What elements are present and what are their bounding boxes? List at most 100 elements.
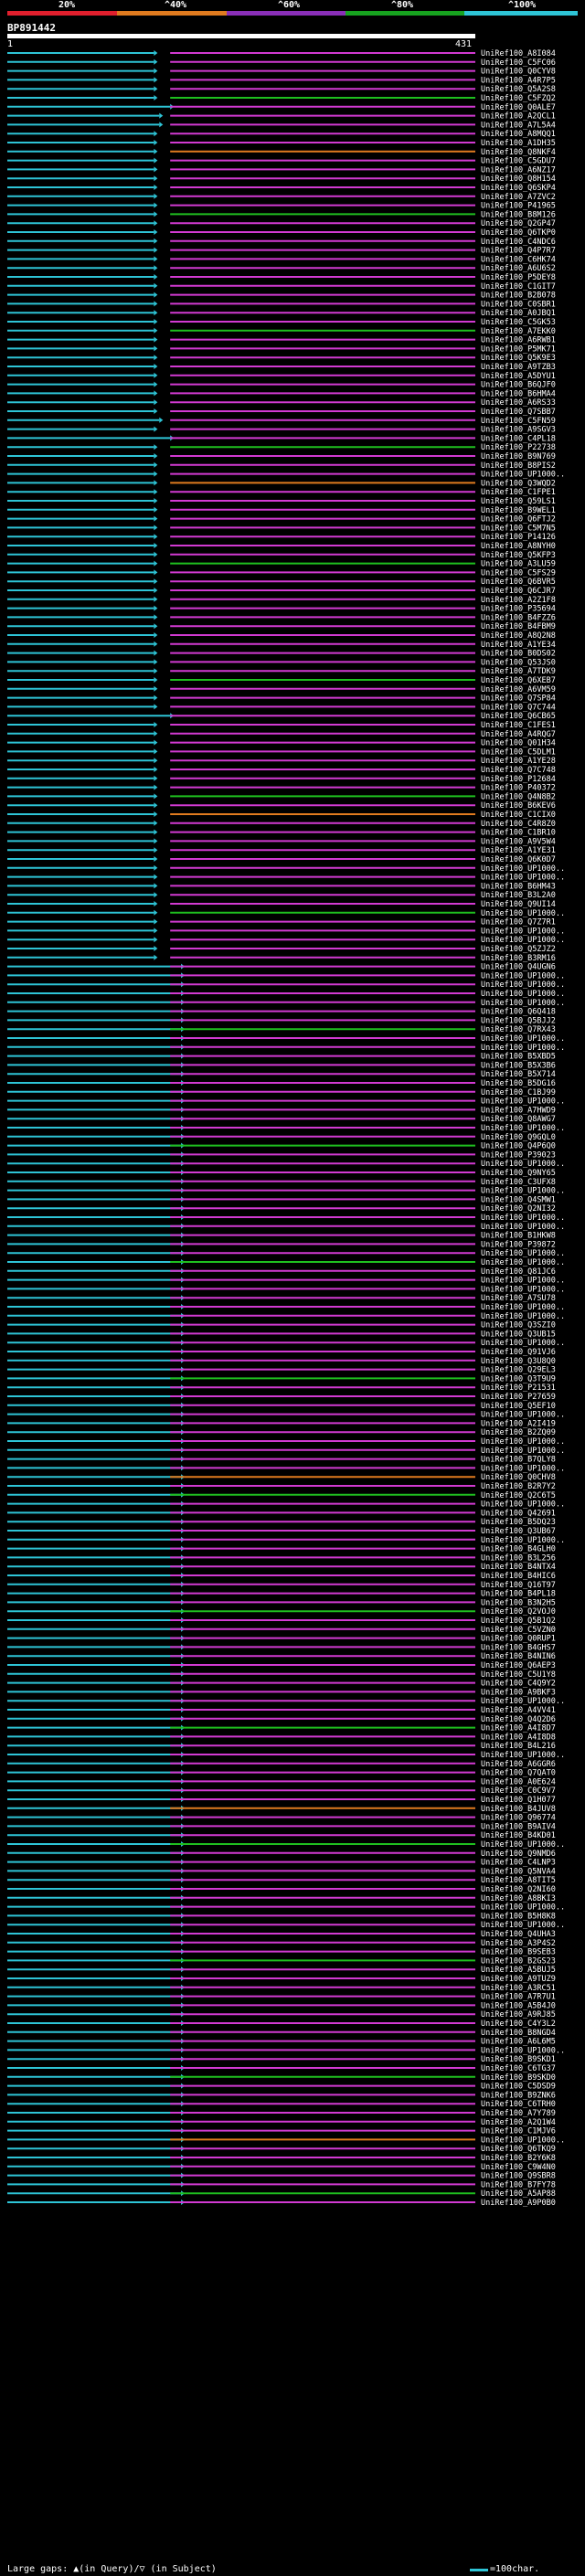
hit-row[interactable]: UniRef100_Q7SP84 [7, 694, 556, 704]
hit-row[interactable]: UniRef100_A6RWB1 [7, 336, 556, 345]
hit-row[interactable]: UniRef100_A4RQG7 [7, 730, 556, 739]
hit-row[interactable]: UniRef100_A8I084 [7, 49, 556, 58]
hit-row[interactable]: UniRef100_C5DSD9 [7, 2083, 556, 2092]
hit-row[interactable]: UniRef100_C1GIT7 [7, 282, 556, 292]
hit-row[interactable]: UniRef100_A5DYU1 [7, 372, 556, 381]
hit-row[interactable]: UniRef100_B6QJF0 [7, 381, 556, 390]
hit-row[interactable]: UniRef100_B5H8K8 [7, 1912, 556, 1921]
hit-row[interactable]: UniRef100_Q9GQL0 [7, 1133, 556, 1142]
hit-row[interactable]: UniRef100_Q5ZJZ2 [7, 945, 556, 954]
hit-row[interactable]: UniRef100_Q91VJ6 [7, 1348, 556, 1357]
hit-row[interactable]: UniRef100_UP1000.. [7, 1921, 565, 1930]
hit-row[interactable]: UniRef100_UP1000.. [7, 1411, 565, 1420]
hit-row[interactable]: UniRef100_B2Y6K8 [7, 2154, 556, 2163]
hit-row[interactable]: UniRef100_UP1000.. [7, 990, 565, 999]
hit-row[interactable]: UniRef100_P27659 [7, 1393, 556, 1402]
hit-row[interactable]: UniRef100_UP1000.. [7, 1437, 565, 1447]
hit-row[interactable]: UniRef100_Q6AEP3 [7, 1661, 556, 1670]
hit-row[interactable]: UniRef100_C5M7N5 [7, 524, 556, 533]
hit-row[interactable]: UniRef100_Q0CYV8 [7, 68, 556, 77]
hit-row[interactable]: UniRef100_Q6BVR5 [7, 578, 556, 587]
hit-row[interactable]: UniRef100_B5X3B6 [7, 1061, 556, 1070]
hit-row[interactable]: UniRef100_C3UFX8 [7, 1178, 556, 1187]
hit-row[interactable]: UniRef100_UP1000.. [7, 1223, 565, 1232]
hit-row[interactable]: UniRef100_C5GDU7 [7, 157, 556, 166]
hit-row[interactable]: UniRef100_A8MQQ1 [7, 130, 556, 139]
hit-row[interactable]: UniRef100_A6U6S2 [7, 264, 556, 273]
hit-row[interactable]: UniRef100_Q6Q418 [7, 1008, 556, 1017]
hit-row[interactable]: UniRef100_Q01H34 [7, 739, 556, 748]
hit-row[interactable]: UniRef100_UP1000.. [7, 864, 565, 874]
hit-row[interactable]: UniRef100_UP1000.. [7, 1464, 565, 1473]
hit-row[interactable]: UniRef100_A3RC51 [7, 1984, 556, 1993]
hit-row[interactable]: UniRef100_A8BKI3 [7, 1894, 556, 1903]
hit-row[interactable]: UniRef100_UP1000.. [7, 1840, 565, 1850]
hit-row[interactable]: UniRef100_Q2GP47 [7, 219, 556, 228]
hit-row[interactable]: UniRef100_A9BKF3 [7, 1688, 556, 1697]
hit-row[interactable]: UniRef100_Q2C6T5 [7, 1491, 556, 1500]
hit-row[interactable]: UniRef100_UP1000.. [7, 1285, 565, 1294]
hit-row[interactable]: UniRef100_Q6CJR7 [7, 587, 556, 596]
hit-row[interactable]: UniRef100_Q0RUP1 [7, 1635, 556, 1644]
hit-row[interactable]: UniRef100_B5DG16 [7, 1079, 556, 1088]
hit-row[interactable]: UniRef100_P41965 [7, 202, 556, 211]
hit-row[interactable]: UniRef100_A4VV41 [7, 1706, 556, 1715]
hit-row[interactable]: UniRef100_UP1000.. [7, 1160, 565, 1169]
hit-row[interactable]: UniRef100_A5B4J0 [7, 2001, 556, 2010]
hit-row[interactable]: UniRef100_A9RJ85 [7, 2010, 556, 2019]
hit-row[interactable]: UniRef100_A9TZB3 [7, 363, 556, 372]
hit-row[interactable]: UniRef100_B4L216 [7, 1742, 556, 1751]
hit-row[interactable]: UniRef100_C1MJV6 [7, 2127, 556, 2136]
hit-row[interactable]: UniRef100_Q81JC6 [7, 1267, 556, 1277]
hit-row[interactable]: UniRef100_Q1H077 [7, 1796, 556, 1805]
hit-row[interactable]: UniRef100_C5DLM1 [7, 747, 556, 757]
hit-row[interactable]: UniRef100_B8M126 [7, 210, 556, 219]
hit-row[interactable]: UniRef100_A8TIT5 [7, 1876, 556, 1885]
hit-row[interactable]: UniRef100_C4LNP3 [7, 1859, 556, 1868]
hit-row[interactable]: UniRef100_UP1000.. [7, 1339, 565, 1348]
hit-row[interactable]: UniRef100_Q6FTJ2 [7, 515, 556, 525]
hit-row[interactable]: UniRef100_Q4UGN6 [7, 963, 556, 972]
hit-row[interactable]: UniRef100_A9SGV3 [7, 426, 556, 435]
hit-row[interactable]: UniRef100_B3RM16 [7, 954, 556, 963]
hit-row[interactable]: UniRef100_UP1000.. [7, 1303, 565, 1312]
hit-row[interactable]: UniRef100_Q7SBB7 [7, 408, 556, 417]
hit-row[interactable]: UniRef100_UP1000.. [7, 1500, 565, 1510]
hit-row[interactable]: UniRef100_Q9NMD6 [7, 1850, 556, 1859]
hit-row[interactable]: UniRef100_B2B078 [7, 292, 556, 301]
hit-row[interactable]: UniRef100_Q59LS1 [7, 497, 556, 506]
hit-row[interactable]: UniRef100_C5VZN0 [7, 1626, 556, 1635]
hit-row[interactable]: UniRef100_B4GHS7 [7, 1643, 556, 1652]
hit-row[interactable]: UniRef100_B0DS02 [7, 650, 556, 659]
hit-row[interactable]: UniRef100_A7Y789 [7, 2109, 556, 2118]
hit-row[interactable]: UniRef100_B6KEV6 [7, 801, 556, 811]
hit-row[interactable]: UniRef100_B7QLY8 [7, 1456, 556, 1465]
hit-row[interactable]: UniRef100_C5U1Y8 [7, 1670, 556, 1680]
hit-row[interactable]: UniRef100_Q4UHA3 [7, 1930, 556, 1939]
hit-row[interactable]: UniRef100_Q5B1Q2 [7, 1617, 556, 1626]
hit-row[interactable]: UniRef100_A4R7P5 [7, 76, 556, 85]
hit-row[interactable]: UniRef100_B3L256 [7, 1553, 556, 1563]
hit-row[interactable]: UniRef100_A6RS33 [7, 398, 556, 408]
hit-row[interactable]: UniRef100_A7HWD9 [7, 1106, 556, 1115]
hit-row[interactable]: UniRef100_Q7C744 [7, 703, 556, 712]
hit-row[interactable]: UniRef100_A7SU78 [7, 1294, 556, 1303]
hit-row[interactable]: UniRef100_B4PL18 [7, 1590, 556, 1599]
hit-row[interactable]: UniRef100_C1FES1 [7, 721, 556, 730]
hit-row[interactable]: UniRef100_Q3U8Q0 [7, 1357, 556, 1366]
hit-row[interactable]: UniRef100_A6L6M5 [7, 2038, 556, 2047]
hit-row[interactable]: UniRef100_Q4P7R7 [7, 247, 556, 256]
hit-row[interactable]: UniRef100_A2QCL1 [7, 112, 556, 122]
hit-row[interactable]: UniRef100_B4HIC6 [7, 1572, 556, 1581]
hit-row[interactable]: UniRef100_A7EKK0 [7, 327, 556, 336]
hit-row[interactable]: UniRef100_A0E624 [7, 1777, 556, 1786]
hit-row[interactable]: UniRef100_A1YE34 [7, 641, 556, 650]
hit-row[interactable]: UniRef100_Q3T9U9 [7, 1374, 556, 1383]
hit-row[interactable]: UniRef100_UP1000.. [7, 999, 565, 1008]
hit-row[interactable]: UniRef100_A1YE31 [7, 846, 556, 855]
hit-row[interactable]: UniRef100_Q5K9E3 [7, 354, 556, 363]
hit-row[interactable]: UniRef100_UP1000.. [7, 1697, 565, 1706]
hit-row[interactable]: UniRef100_Q4SMW1 [7, 1195, 556, 1204]
hit-row[interactable]: UniRef100_P39023 [7, 1150, 556, 1160]
hit-row[interactable]: UniRef100_B4FZZ6 [7, 613, 556, 622]
